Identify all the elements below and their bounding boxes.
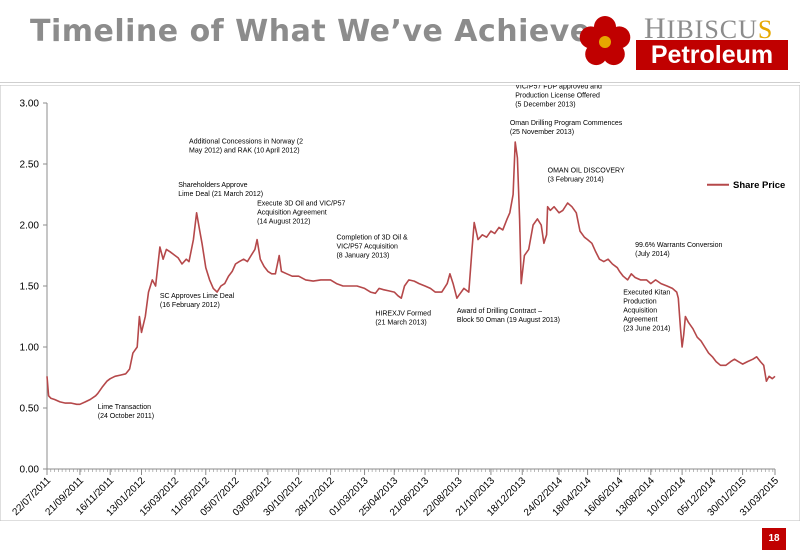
event-annotation: OMAN OIL DISCOVERY (3 February 2014) [548, 168, 625, 184]
event-annotation: Additional Concessions in Norway (2 May 2… [189, 138, 303, 154]
y-tick-label: 1.00 [20, 343, 40, 354]
slide-title: Timeline of What We’ve Achieved [30, 14, 613, 49]
event-annotation: VIC/P57 FDP approved and Production Licen… [515, 85, 602, 108]
share-price-chart: 0.000.501.001.502.002.503.0022/07/201121… [0, 85, 800, 521]
event-annotation: Oman Drilling Program Commences (25 Novem… [510, 120, 623, 136]
y-tick-label: 2.00 [20, 221, 40, 232]
event-annotation: Execute 3D Oil and VIC/P57 Acquisition Ag… [257, 200, 345, 225]
y-tick-label: 0.00 [20, 465, 40, 476]
event-annotation: Shareholders Approve Lime Deal (21 March … [178, 182, 263, 198]
event-annotation: SC Approves Lime Deal (16 February 2012) [160, 293, 235, 309]
event-annotation: Executed Kitan Production Acquisition Agree… [623, 290, 670, 333]
event-annotation: 99.6% Warrants Conversion (July 2014) [635, 242, 722, 258]
page-number: 18 [762, 528, 786, 550]
event-annotation: Award of Drilling Contract – Block 50 Oma… [457, 308, 560, 324]
legend-label: Share Price [733, 180, 785, 191]
y-tick-label: 2.50 [20, 160, 40, 171]
company-logo: HIBISCUS Petroleum [576, 10, 791, 74]
logo-wordmark-hibiscus: HIBISCUS [644, 12, 774, 45]
y-tick-label: 3.00 [20, 99, 40, 110]
flower-logo-icon [579, 16, 631, 66]
event-annotation: Completion of 3D Oil & VIC/P57 Acquisitio… [336, 235, 408, 260]
logo-wordmark-petroleum: Petroleum [636, 40, 788, 70]
event-annotation: Lime Transaction (24 October 2011) [98, 404, 154, 420]
event-annotation: HIREXJV Formed (21 March 2013) [375, 310, 431, 326]
chart-area-border [0, 85, 800, 521]
title-divider [0, 82, 800, 83]
series-line-share-price [46, 141, 776, 406]
y-tick-label: 1.50 [20, 282, 40, 293]
y-tick-label: 0.50 [20, 404, 40, 415]
